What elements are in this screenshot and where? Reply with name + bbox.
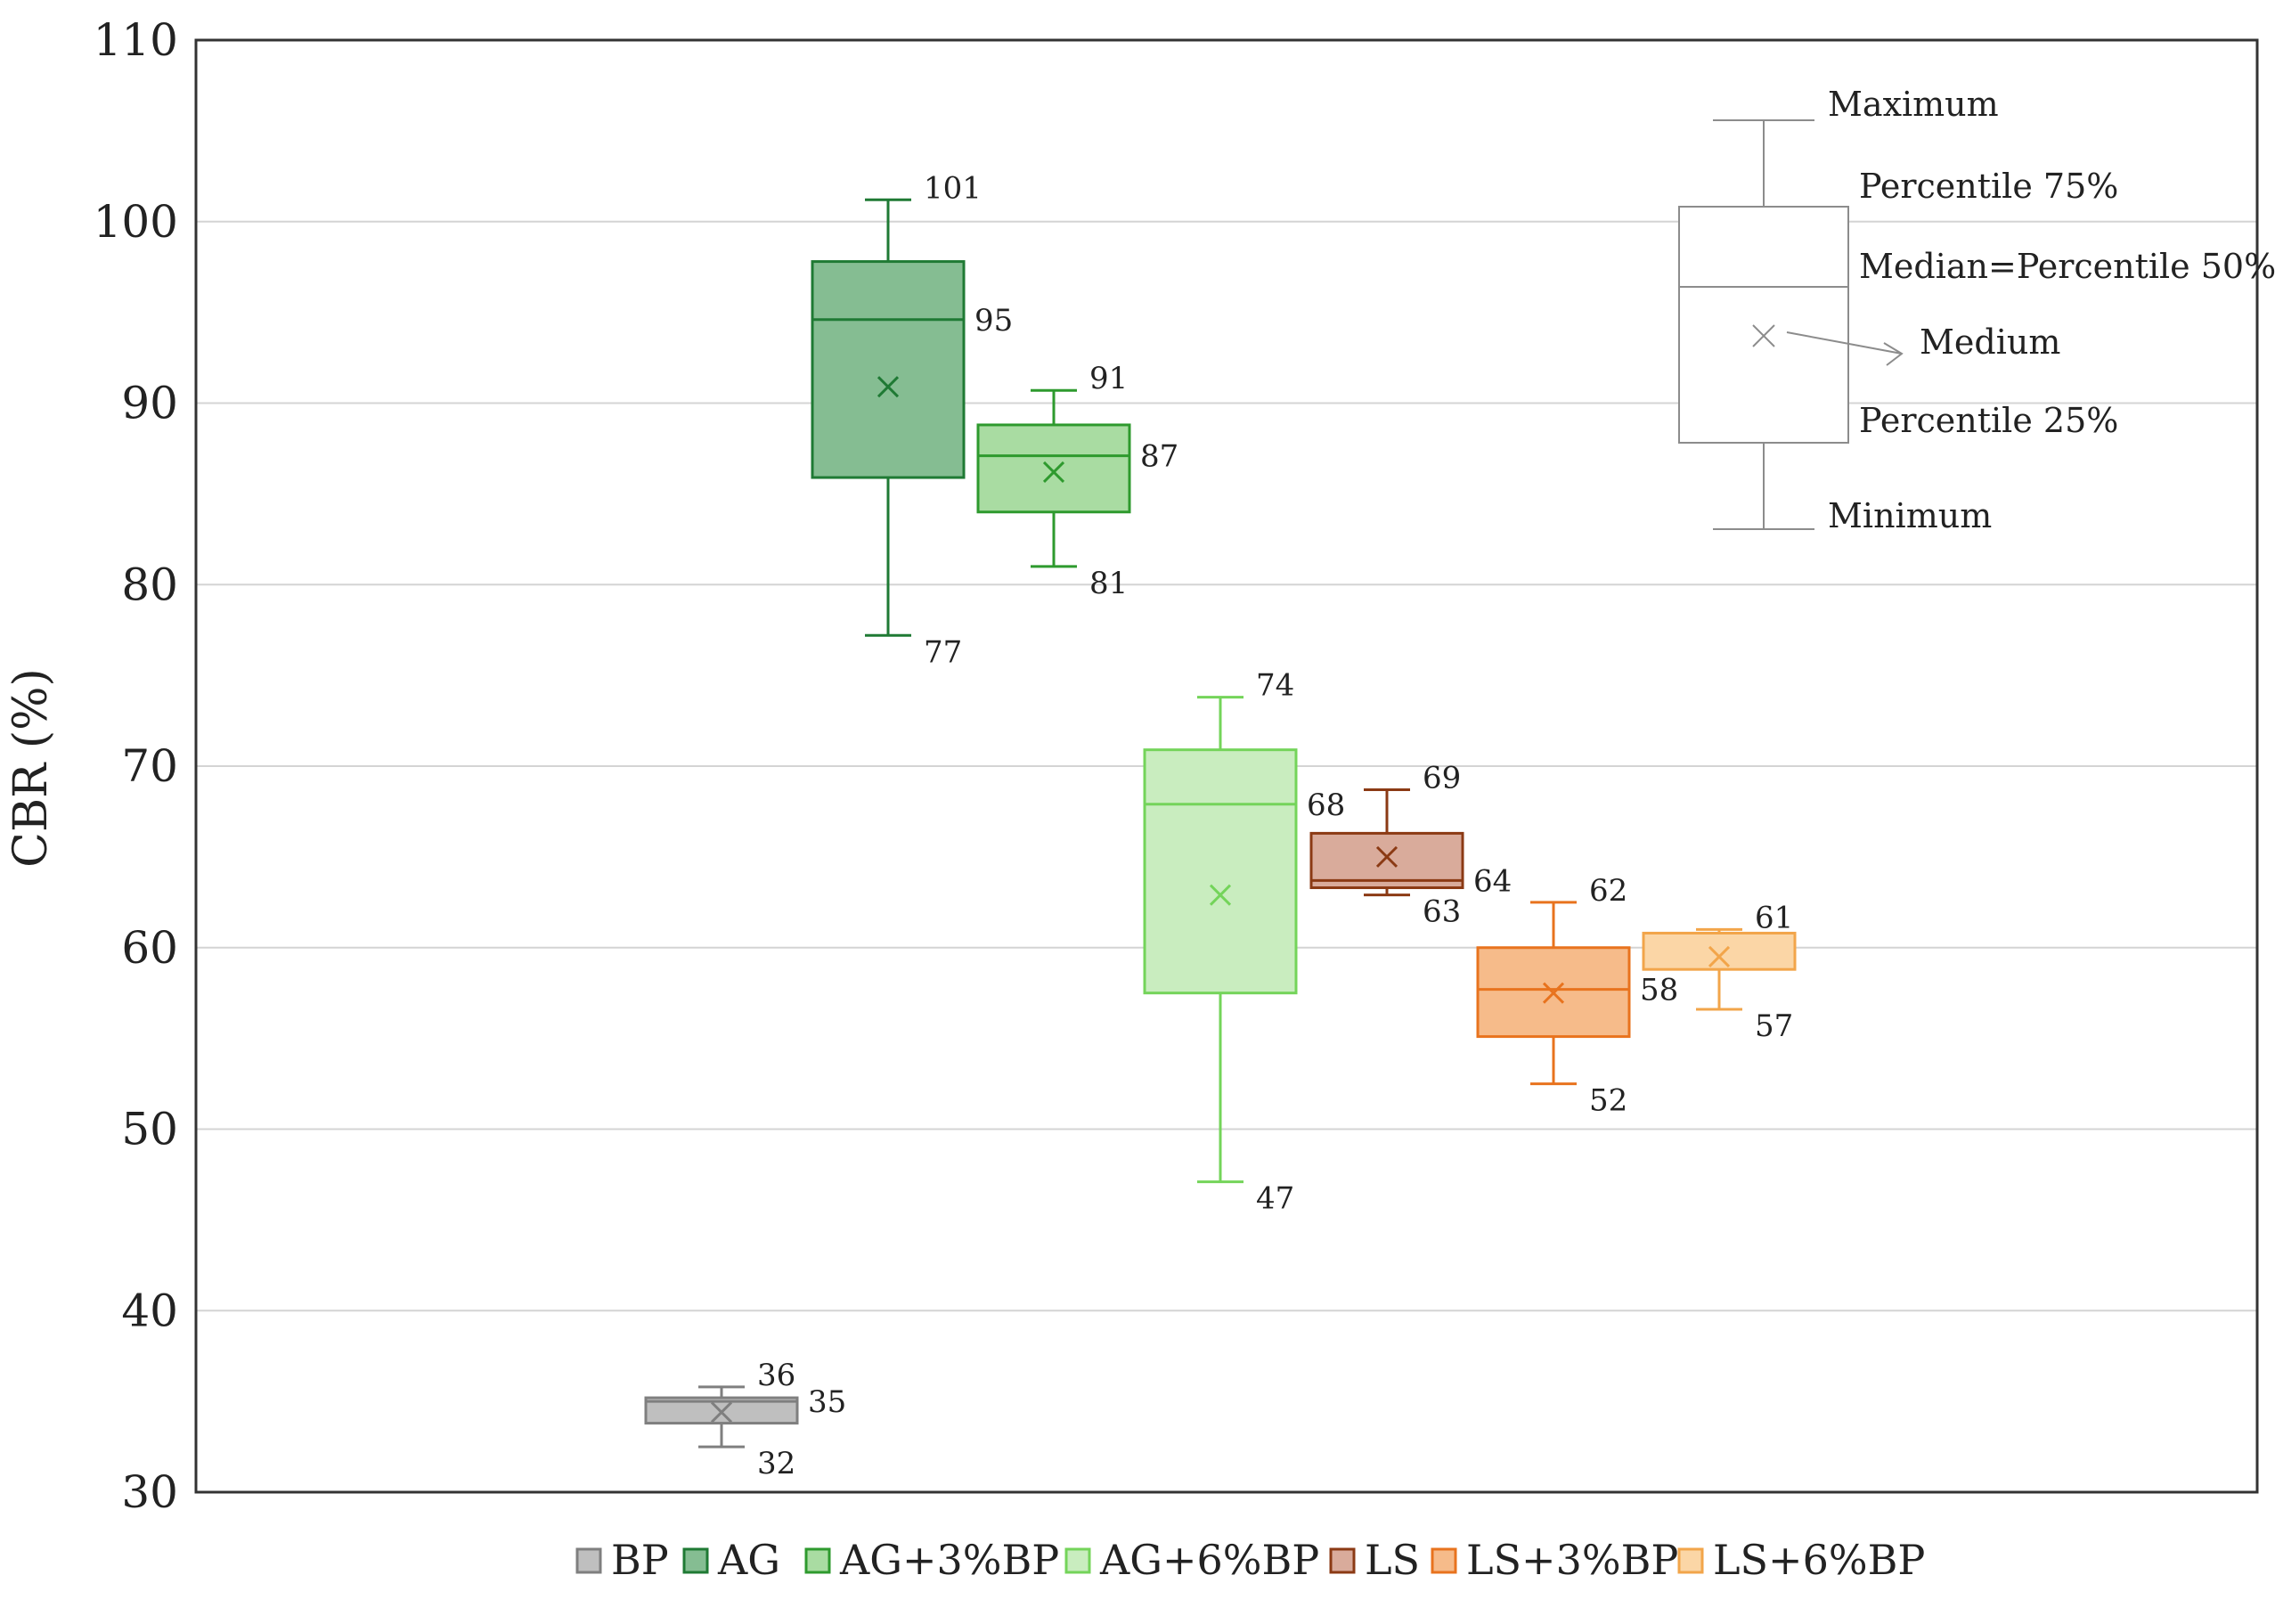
legend-label: AG: [717, 1536, 780, 1584]
key-mean-label: Medium: [1920, 322, 2060, 362]
max-label: 91: [1089, 361, 1128, 396]
key-max-label: Maximum: [1828, 85, 1999, 124]
legend-swatch: [804, 1547, 831, 1574]
min-label: 57: [1755, 1008, 1793, 1044]
y-axis-ticks: 30 40 50 60 70 80 90 100 110: [94, 14, 178, 1518]
iqr-box: [1143, 748, 1298, 995]
box-ls: 69 63 64: [1309, 760, 1512, 930]
median-label: 95: [974, 303, 1013, 339]
median-label: 68: [1307, 788, 1345, 823]
key-mean-marker: [1752, 324, 1775, 347]
legend-swatch: [1431, 1547, 1457, 1574]
min-label: 77: [924, 634, 962, 670]
legend-swatch: [1329, 1547, 1356, 1574]
max-label: 61: [1755, 900, 1793, 935]
legend-item: AG+6%BP: [1064, 1536, 1319, 1584]
max-label: 74: [1256, 668, 1294, 704]
y-tick-label: 90: [121, 378, 178, 429]
median-label: 64: [1473, 863, 1512, 899]
legend-swatch: [1677, 1547, 1704, 1574]
median-label: 87: [1140, 439, 1178, 475]
key-min-label: Minimum: [1828, 496, 1992, 535]
legend-label: LS+6%BP: [1713, 1536, 1925, 1584]
legend-item: AG+3%BP: [804, 1536, 1059, 1584]
key-q3-label: Percentile 75%: [1859, 167, 2118, 206]
mean-marker: [877, 376, 900, 398]
key-q1-label: Percentile 25%: [1859, 401, 2118, 440]
y-tick-label: 30: [121, 1466, 178, 1518]
max-label: 62: [1589, 873, 1627, 909]
y-tick-label: 80: [121, 559, 178, 610]
legend-swatch: [682, 1547, 709, 1574]
y-tick-label: 70: [121, 740, 178, 792]
median-label: 35: [808, 1384, 846, 1420]
min-label: 47: [1256, 1181, 1294, 1217]
legend-item: LS+6%BP: [1677, 1536, 1925, 1584]
mean-marker: [1708, 945, 1731, 968]
key-box: [1678, 206, 1849, 444]
y-tick-label: 50: [121, 1104, 178, 1155]
box-series: 36 32 35 101 77 95 91 81 87 74 47 68 69 63 64 62 52 58 61 5…: [644, 170, 1797, 1481]
legend-label: BP: [611, 1536, 669, 1584]
legend-swatch: [575, 1547, 602, 1574]
max-label: 36: [757, 1358, 795, 1393]
mean-marker: [1542, 982, 1565, 1004]
key-median-label: Median=Percentile 50%: [1859, 247, 2275, 286]
key-arrow: [1786, 331, 1904, 366]
mean-marker: [710, 1401, 733, 1424]
legend-label: AG+3%BP: [839, 1536, 1059, 1584]
legend-item: LS: [1329, 1536, 1420, 1584]
legend-label: LS+3%BP: [1466, 1536, 1678, 1584]
min-label: 81: [1089, 566, 1128, 601]
legend-label: LS: [1365, 1536, 1420, 1584]
y-axis-title: CBR (%): [4, 668, 58, 868]
median-label: 58: [1640, 973, 1678, 1008]
box-ag-6-bp: 74 47 68: [1143, 668, 1345, 1217]
plot-area: [194, 38, 2259, 1494]
iqr-box: [1309, 831, 1464, 890]
min-label: 63: [1423, 894, 1461, 930]
box-ag: 101 77 95: [811, 170, 1013, 670]
mean-marker: [1375, 845, 1398, 868]
max-label: 101: [924, 170, 982, 206]
y-tick-label: 110: [94, 14, 178, 66]
legend-label: AG+6%BP: [1099, 1536, 1319, 1584]
iqr-box: [1642, 931, 1797, 971]
box-ag-3-bp: 91 81 87: [976, 361, 1178, 601]
iqr-box: [811, 260, 966, 479]
y-tick-label: 60: [121, 922, 178, 974]
legend-item: BP: [575, 1536, 669, 1584]
legend-item: AG: [682, 1536, 780, 1584]
y-tick-label: 100: [94, 196, 178, 248]
max-label: 69: [1423, 760, 1461, 796]
box-bp: 36 32 35: [644, 1358, 846, 1481]
box-ls-3-bp: 62 52 58: [1476, 873, 1678, 1119]
box-key-diagram: Maximum Percentile 75% Median=Percentile 5…: [1678, 85, 2275, 535]
legend: BP AG AG+3%BP AG+6%BP LS LS+3%BP LS+6%BP: [575, 1536, 1925, 1584]
legend-swatch: [1064, 1547, 1091, 1574]
min-label: 52: [1589, 1083, 1627, 1119]
mean-marker: [1042, 461, 1065, 483]
mean-marker: [1209, 884, 1232, 906]
legend-item: LS+3%BP: [1431, 1536, 1678, 1584]
y-tick-label: 40: [121, 1285, 178, 1336]
min-label: 32: [757, 1446, 795, 1481]
iqr-box: [976, 423, 1131, 514]
box-ls-6-bp: 61 57: [1642, 900, 1797, 1044]
